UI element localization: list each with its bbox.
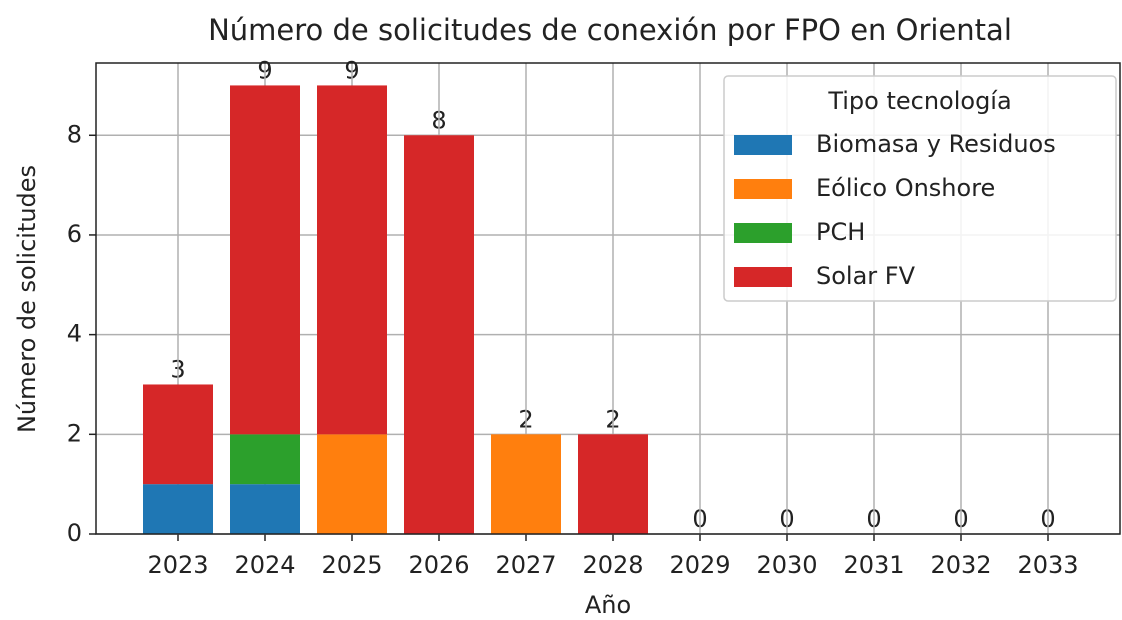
legend-label: Eólico Onshore bbox=[816, 174, 995, 202]
x-tick-label: 2027 bbox=[495, 551, 556, 579]
x-tick-label: 2024 bbox=[234, 551, 295, 579]
chart-title: Número de solicitudes de conexión por FP… bbox=[208, 13, 1012, 47]
y-axis-label: Número de solicitudes bbox=[13, 165, 41, 433]
x-tick-label: 2028 bbox=[582, 551, 643, 579]
legend-label: Biomasa y Residuos bbox=[816, 130, 1056, 158]
bars bbox=[143, 85, 648, 534]
x-tick-label: 2023 bbox=[147, 551, 208, 579]
bar-segment bbox=[404, 135, 474, 534]
legend-title: Tipo tecnología bbox=[827, 87, 1011, 115]
bar-segment bbox=[317, 434, 387, 534]
y-tick-label: 2 bbox=[67, 419, 82, 447]
legend-swatch bbox=[734, 223, 792, 243]
legend: Tipo tecnología Biomasa y Residuos Eólico … bbox=[723, 75, 1117, 302]
y-tick-label: 0 bbox=[67, 519, 82, 547]
bar-segment bbox=[230, 434, 300, 485]
y-tick-label: 6 bbox=[67, 220, 82, 248]
x-tick-label: 2031 bbox=[843, 551, 904, 579]
legend-swatch bbox=[734, 267, 792, 287]
legend-swatch bbox=[734, 135, 792, 155]
x-tick-label: 2030 bbox=[756, 551, 817, 579]
legend-box bbox=[723, 75, 1117, 302]
x-tick-label: 2025 bbox=[321, 551, 382, 579]
bar-segment bbox=[491, 434, 561, 534]
bar-segment bbox=[230, 484, 300, 534]
legend-swatch bbox=[734, 179, 792, 199]
legend-label: PCH bbox=[816, 218, 865, 246]
y-tick-label: 4 bbox=[67, 320, 82, 348]
x-tick-label: 2029 bbox=[669, 551, 730, 579]
plot-frame bbox=[95, 62, 1121, 535]
bar-segment bbox=[317, 85, 387, 435]
legend-label: Solar FV bbox=[816, 262, 916, 290]
bar-segment bbox=[578, 434, 648, 534]
x-tick-label: 2032 bbox=[930, 551, 991, 579]
bar-segment bbox=[143, 484, 213, 534]
bar-segment bbox=[230, 85, 300, 435]
bar-segment bbox=[143, 384, 213, 485]
y-tick-label: 8 bbox=[67, 120, 82, 148]
x-axis-label: Año bbox=[585, 591, 631, 619]
x-tick-label: 2033 bbox=[1017, 551, 1078, 579]
x-tick-label: 2026 bbox=[408, 551, 469, 579]
